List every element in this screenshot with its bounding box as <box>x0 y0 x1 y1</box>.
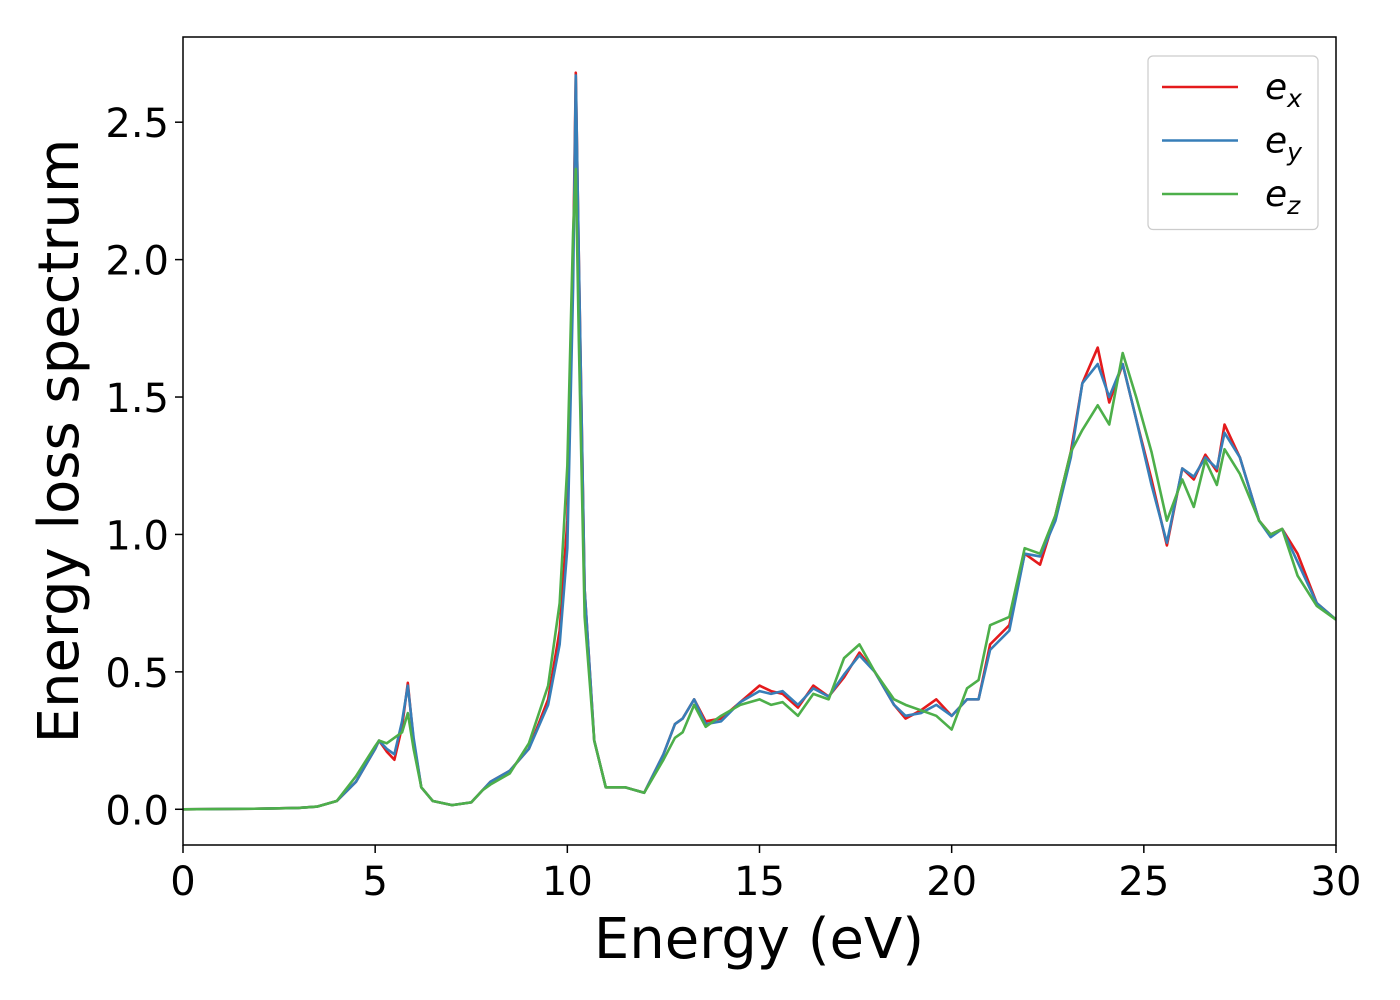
legend-label: ey <box>1265 121 1303 167</box>
x-tick-label: 10 <box>542 859 593 905</box>
legend-base: e <box>1265 67 1287 108</box>
legend-label: ez <box>1265 174 1301 220</box>
y-tick-label: 1.5 <box>105 376 169 422</box>
y-tick-label: 0.5 <box>105 651 169 697</box>
series-line <box>183 167 1336 811</box>
legend-sub: z <box>1286 191 1301 220</box>
y-tick-label: 1.0 <box>105 513 169 559</box>
legend-sub: x <box>1286 84 1302 113</box>
y-tick-label: 2.0 <box>105 239 169 285</box>
y-axis-label: Energy loss spectrum <box>27 139 92 744</box>
legend-base: e <box>1265 174 1287 215</box>
x-tick-label: 0 <box>170 859 195 905</box>
legend-label: ex <box>1265 67 1302 113</box>
x-axis-label: Energy (eV) <box>594 907 924 972</box>
y-tick-label: 0.0 <box>105 788 169 834</box>
x-tick-label: 5 <box>362 859 387 905</box>
x-tick-label: 20 <box>926 859 977 905</box>
legend-base: e <box>1265 121 1287 162</box>
plot-frame <box>182 36 1337 846</box>
x-tick-label: 25 <box>1118 859 1169 905</box>
legend-box <box>1147 55 1319 231</box>
y-tick-label: 2.5 <box>105 101 169 147</box>
legend-sub: y <box>1286 138 1303 167</box>
x-tick-label: 30 <box>1311 859 1362 905</box>
x-tick-label: 15 <box>734 859 785 905</box>
